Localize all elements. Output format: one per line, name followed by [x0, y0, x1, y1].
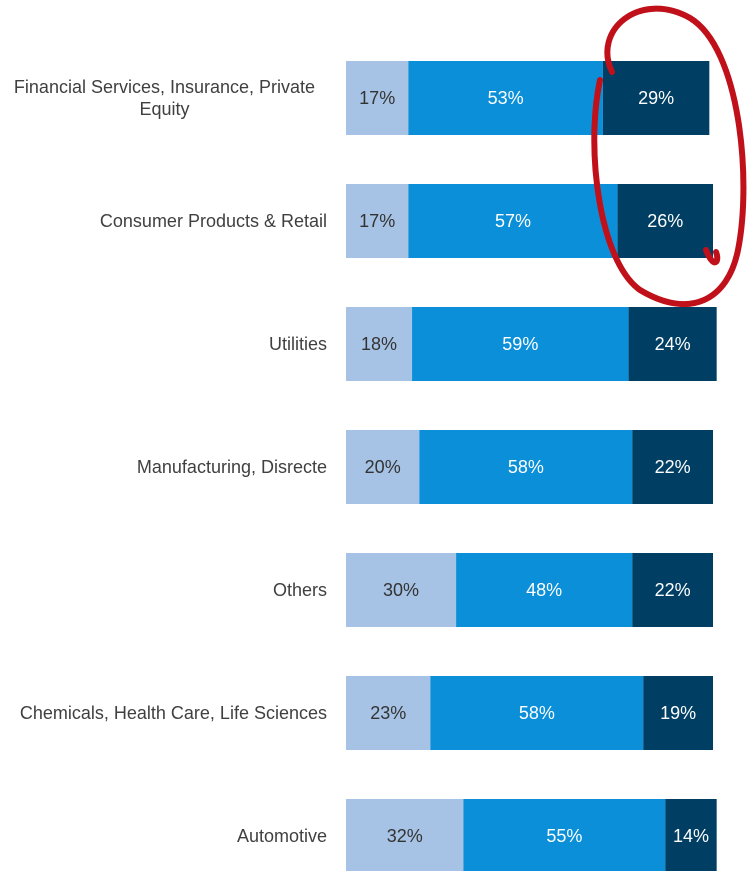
- value-label: 59%: [502, 334, 538, 354]
- value-label: 20%: [365, 457, 401, 477]
- bar-segment: [408, 61, 603, 135]
- value-label: 26%: [647, 211, 683, 231]
- category-label: Chemicals, Health Care, Life Sciences: [0, 676, 327, 750]
- value-label: 29%: [638, 88, 674, 108]
- category-label: Others: [0, 553, 327, 627]
- value-label: 23%: [370, 703, 406, 723]
- value-label: 58%: [519, 703, 555, 723]
- highlight-ellipse: [591, 5, 747, 308]
- category-label: Financial Services, Insurance, Private E…: [0, 61, 327, 135]
- bar-segment: [456, 553, 633, 627]
- value-label: 58%: [508, 457, 544, 477]
- bar-segment: [463, 799, 666, 871]
- bars: 17% 53% 29% 17% 57% 26% 18% 59% 24% 20% 58% 22% 30% 4…: [346, 61, 717, 871]
- value-label: 18%: [361, 334, 397, 354]
- value-label: 48%: [526, 580, 562, 600]
- value-label: 57%: [495, 211, 531, 231]
- category-text: Utilities: [268, 334, 327, 354]
- bar-segment: [602, 61, 710, 135]
- value-label: 19%: [660, 703, 696, 723]
- value-label: 53%: [488, 88, 524, 108]
- bar-segment: [346, 799, 464, 871]
- bar-segment: [419, 430, 633, 504]
- bar-segment: [628, 307, 717, 381]
- bar-segment: [346, 184, 409, 258]
- bar-segment: [412, 307, 629, 381]
- category-text: Automotive: [236, 826, 327, 846]
- bar-segment: [632, 553, 713, 627]
- bar-segment: [346, 553, 457, 627]
- bar-segment: [643, 676, 713, 750]
- category-label: Consumer Products & Retail: [0, 184, 327, 258]
- value-label: 24%: [655, 334, 691, 354]
- bar-segment: [346, 676, 431, 750]
- bar-segment: [408, 184, 618, 258]
- bar-segment: [346, 307, 413, 381]
- category-text: Chemicals, Health Care, Life Sciences: [19, 703, 327, 723]
- bar-segment: [346, 430, 420, 504]
- value-label: 32%: [387, 826, 423, 846]
- bar-segment: [617, 184, 713, 258]
- value-label: 30%: [383, 580, 419, 600]
- category-text: Others: [272, 580, 327, 600]
- category-label: Automotive: [0, 799, 327, 873]
- category-text: Financial Services, Insurance, Private E…: [13, 77, 316, 119]
- bar-segment: [430, 676, 644, 750]
- value-label: 55%: [546, 826, 582, 846]
- value-label: 22%: [655, 457, 691, 477]
- category-label: Manufacturing, Disrecte: [0, 430, 327, 504]
- category-text: Consumer Products & Retail: [99, 211, 327, 231]
- bar-segment: [346, 61, 409, 135]
- value-label: 22%: [655, 580, 691, 600]
- value-label: 17%: [359, 211, 395, 231]
- bar-segment: [632, 430, 713, 504]
- category-label: Utilities: [0, 307, 327, 381]
- value-label: 14%: [673, 826, 709, 846]
- category-text: Manufacturing, Disrecte: [136, 457, 327, 477]
- value-label: 17%: [359, 88, 395, 108]
- bar-segment: [665, 799, 717, 871]
